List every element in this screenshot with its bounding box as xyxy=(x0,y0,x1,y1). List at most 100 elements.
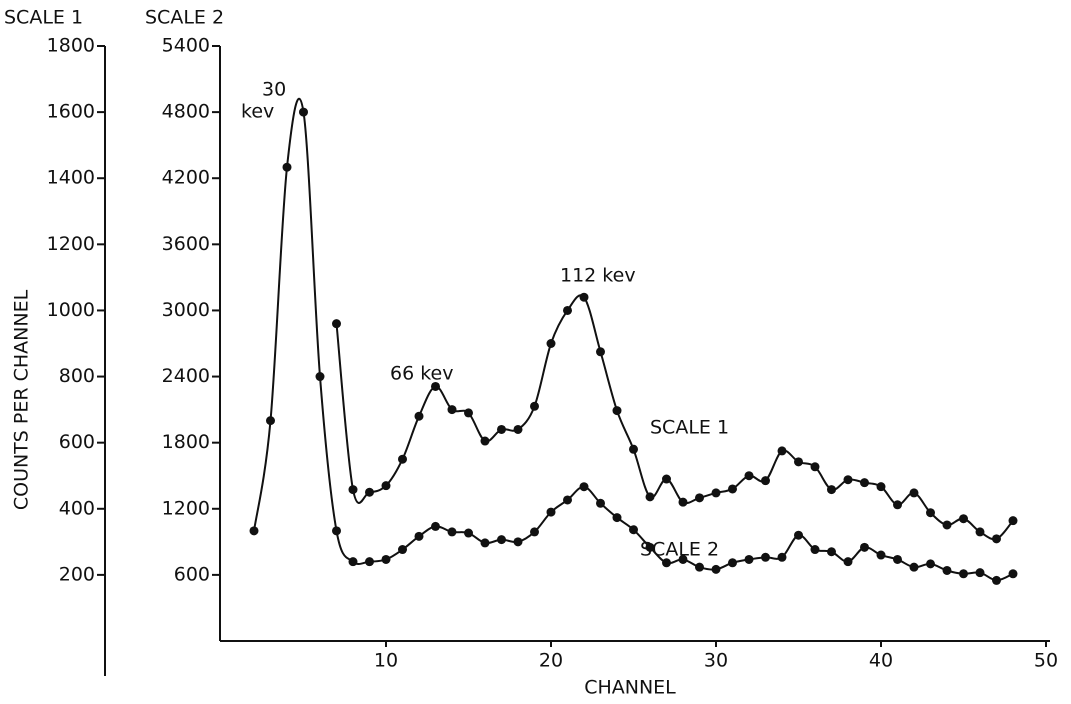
y-tick-label: 1400 xyxy=(47,167,95,189)
data-point xyxy=(447,405,457,415)
data-point xyxy=(678,497,688,507)
y2-tick-label: 4800 xyxy=(162,101,210,123)
data-point xyxy=(282,162,292,172)
data-point xyxy=(827,485,836,495)
x-tick-label: 10 xyxy=(374,650,398,672)
y2-tick-label: 3000 xyxy=(162,299,210,321)
data-point xyxy=(695,493,704,503)
data-point xyxy=(942,520,952,530)
data-point xyxy=(777,446,787,456)
data-point xyxy=(860,478,869,488)
y2-axis-header: SCALE 2 xyxy=(145,7,224,29)
x-tick-label: 40 xyxy=(869,650,893,672)
data-point xyxy=(414,411,424,421)
data-point xyxy=(431,521,440,531)
data-point xyxy=(1008,516,1018,526)
data-point xyxy=(909,488,919,498)
data-point xyxy=(612,406,622,416)
data-point xyxy=(332,319,341,329)
data-point xyxy=(678,554,688,564)
data-point xyxy=(530,401,539,411)
data-point xyxy=(381,554,391,564)
data-point xyxy=(332,526,341,536)
data-point xyxy=(860,542,869,552)
data-point xyxy=(398,454,407,464)
x-axis-title: CHANNEL xyxy=(584,677,676,699)
data-point xyxy=(629,525,638,535)
data-point xyxy=(546,507,556,517)
data-point xyxy=(513,537,523,547)
data-point xyxy=(563,305,572,315)
data-point xyxy=(975,568,985,578)
x-tick-label: 30 xyxy=(704,650,728,672)
data-point xyxy=(777,552,787,562)
data-point xyxy=(662,558,671,568)
data-point xyxy=(959,514,968,524)
data-point xyxy=(893,500,902,510)
data-point xyxy=(761,476,770,486)
data-point xyxy=(596,347,605,357)
x-tick-label: 50 xyxy=(1034,650,1058,672)
data-point xyxy=(546,339,556,348)
y-tick-label: 400 xyxy=(59,497,95,519)
data-point xyxy=(893,554,902,564)
data-point xyxy=(992,575,1001,585)
annotation: 112 kev xyxy=(560,265,636,287)
data-point xyxy=(497,535,506,545)
data-point xyxy=(579,482,589,492)
data-point xyxy=(464,528,473,538)
data-point xyxy=(843,557,853,567)
data-point xyxy=(728,558,737,568)
data-point xyxy=(926,508,935,518)
y2-tick-label: 1200 xyxy=(162,497,210,519)
y2-tick-label: 5400 xyxy=(162,35,210,57)
data-point xyxy=(810,545,820,555)
data-point xyxy=(431,381,440,391)
y2-tick-label: 4200 xyxy=(162,167,210,189)
data-point xyxy=(728,484,737,494)
y-tick-label: 1200 xyxy=(47,233,95,255)
y-tick-label: 800 xyxy=(59,365,95,387)
data-point xyxy=(365,487,374,497)
y-axis-header: SCALE 1 xyxy=(4,7,83,29)
data-point xyxy=(299,107,308,117)
data-point xyxy=(711,488,721,498)
data-point xyxy=(876,550,886,560)
data-point xyxy=(794,530,803,540)
data-point xyxy=(315,372,325,382)
data-point xyxy=(1008,569,1018,579)
data-point xyxy=(761,552,770,562)
annotation: 66 kev xyxy=(390,363,453,385)
data-point xyxy=(629,444,638,454)
y-tick-label: 200 xyxy=(59,563,95,585)
data-point xyxy=(942,565,952,575)
data-point xyxy=(959,569,968,579)
y-axis-title: COUNTS PER CHANNEL xyxy=(11,289,33,510)
y-tick-label: 1600 xyxy=(47,101,95,123)
data-point xyxy=(810,462,820,472)
data-point xyxy=(497,424,506,434)
data-point xyxy=(348,557,358,567)
y2-tick-label: 600 xyxy=(174,563,210,585)
data-point xyxy=(794,457,803,467)
data-point xyxy=(662,474,671,484)
data-point xyxy=(843,475,853,485)
data-point xyxy=(447,527,457,537)
y-tick-label: 1800 xyxy=(47,35,95,57)
data-point xyxy=(266,416,275,426)
data-point xyxy=(645,542,655,552)
data-point xyxy=(381,481,391,491)
data-point xyxy=(348,485,358,495)
x-tick-label: 20 xyxy=(539,650,563,672)
y-tick-label: 600 xyxy=(59,431,95,453)
data-point xyxy=(926,559,935,569)
data-point xyxy=(744,471,754,481)
series-label: SCALE 1 xyxy=(650,417,729,439)
y2-tick-label: 1800 xyxy=(162,431,210,453)
data-point xyxy=(365,557,374,567)
data-point xyxy=(876,482,886,492)
data-point xyxy=(579,292,589,302)
data-point xyxy=(398,545,407,555)
y2-tick-label: 2400 xyxy=(162,365,210,387)
